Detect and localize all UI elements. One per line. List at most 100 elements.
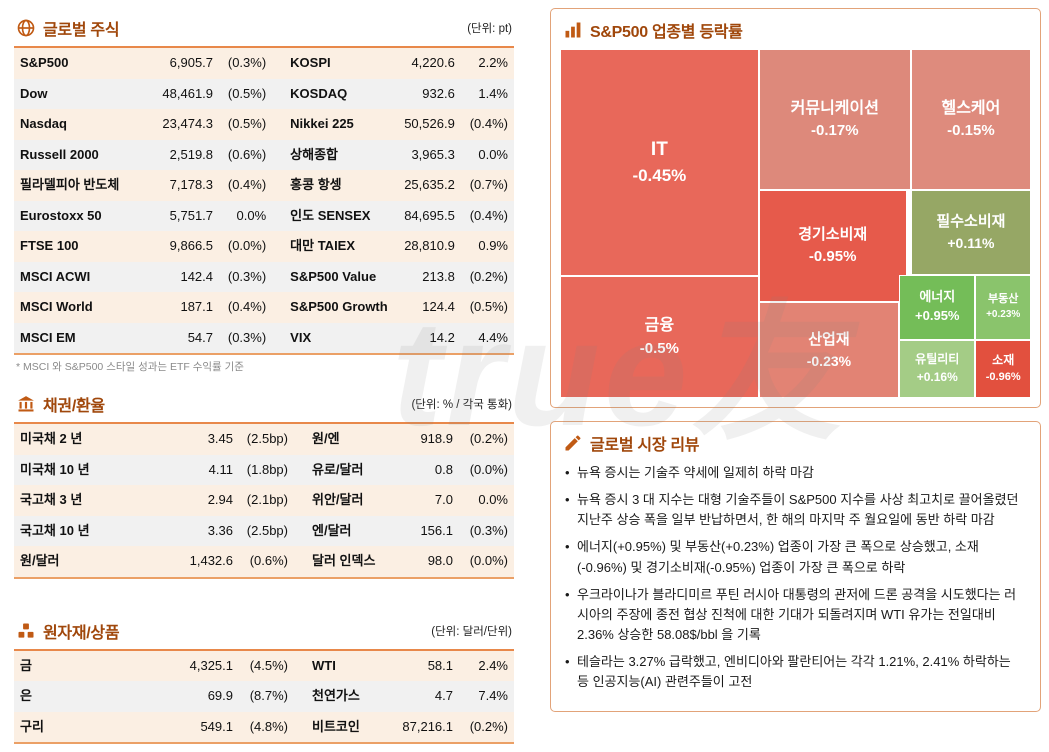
table-row: Dow 48,461.9 (0.5%) KOSDAQ 932.6 1.4%: [14, 78, 514, 109]
instrument-value: 3,965.3: [411, 146, 455, 162]
instrument-change: (0.5%): [227, 85, 267, 101]
instrument-name: S&P500: [20, 55, 69, 70]
table-row: FTSE 100 9,866.5 (0.0%) 대만 TAIEX 28,810.9 0.9…: [14, 231, 514, 262]
instrument-value: 156.1: [420, 522, 453, 538]
sector-change: -0.15%: [947, 122, 995, 140]
sector-treemap: IT -0.45% 금융 -0.5% 커뮤니케이션 -0.17% 헬스케어 -0.15% 경기소…: [560, 49, 1031, 398]
goods-boxes-icon: [16, 621, 36, 641]
table-row: 원/달러 1,432.6 (0.6%) 달러 인덱스 98.0 (0.0%): [14, 546, 514, 578]
instrument-name: MSCI World: [20, 299, 93, 314]
instrument-change: (0.4%): [469, 207, 508, 223]
table-row: MSCI World 187.1 (0.4%) S&P500 Growth 124.4 (…: [14, 292, 514, 323]
sector-tile: 헬스케어 -0.15%: [910, 49, 1031, 190]
sector-change: -0.45%: [632, 165, 687, 185]
instrument-change: (0.4%): [227, 299, 267, 314]
instrument-name: 유로/달러: [312, 461, 364, 477]
instrument-value: 4.11: [208, 461, 233, 477]
sector-change: +0.95%: [915, 308, 960, 324]
instrument-change: (0.3%): [227, 329, 267, 345]
instrument-change: (2.5bp): [246, 431, 288, 446]
table-row: MSCI ACWI 142.4 (0.3%) S&P500 Value 213.8 (0.…: [14, 261, 514, 292]
sector-name: 부동산: [988, 293, 1019, 306]
instrument-value: 25,635.2: [404, 177, 455, 192]
sector-change: +0.11%: [947, 234, 995, 251]
unit-label: (단위: % / 각국 통화): [411, 399, 512, 411]
instrument-value: 7.0: [434, 492, 453, 507]
pencil-icon: [563, 433, 583, 453]
instrument-change: (4.8%): [249, 718, 288, 734]
table-row: 미국채 2 년 3.45 (2.5bp) 원/엔 918.9 (0.2%): [14, 424, 514, 455]
instrument-change: (0.2%): [469, 718, 508, 734]
instrument-value: 87,216.1: [402, 718, 453, 734]
table-row: 미국채 10 년 4.11 (1.8bp) 유로/달러 0.8 (0.0%): [14, 454, 514, 485]
instrument-change: 0.0%: [478, 146, 508, 162]
sector-tile: IT -0.45%: [560, 49, 759, 276]
globe-icon: [16, 18, 36, 38]
instrument-name: 천연가스: [312, 688, 360, 703]
unit-label: (단위: 달러/단위): [431, 625, 512, 638]
instrument-name: WTI: [312, 657, 336, 673]
instrument-value: 50,526.9: [404, 116, 455, 131]
instrument-change: 0.0%: [478, 492, 508, 507]
instrument-change: 2.2%: [478, 55, 508, 70]
instrument-value: 1,432.6: [189, 553, 233, 568]
instrument-value: 48,461.9: [162, 85, 214, 101]
instrument-change: (0.3%): [227, 268, 267, 284]
instrument-change: 1.4%: [478, 85, 508, 101]
instrument-change: 0.9%: [478, 238, 508, 253]
instrument-name: 엔/달러: [312, 522, 352, 538]
sector-tile: 경기소비재 -0.95%: [758, 189, 907, 303]
instrument-change: (0.3%): [227, 55, 267, 70]
instrument-name: MSCI ACWI: [20, 268, 91, 284]
panel-title: 원자재/상품: [43, 624, 120, 642]
table-row: MSCI EM 54.7 (0.3%) VIX 14.2 4.4%: [14, 322, 514, 354]
instrument-name: 국고채 3 년: [20, 492, 83, 507]
instrument-value: 142.4: [180, 268, 214, 284]
instrument-change: (0.0%): [469, 461, 508, 477]
bank-icon: [16, 394, 36, 414]
instrument-change: (0.6%): [249, 553, 288, 568]
sector-name: IT: [650, 139, 668, 161]
instrument-change: (0.0%): [469, 553, 508, 568]
instrument-name: 비트코인: [312, 718, 360, 734]
instrument-value: 3.36: [207, 522, 233, 538]
instrument-change: (0.4%): [227, 177, 267, 192]
bonds-fx-rows: 미국채 2 년 3.45 (2.5bp) 원/엔 918.9 (0.2%) 미국채 10 년…: [14, 424, 514, 578]
instrument-change: (4.5%): [249, 657, 288, 673]
sector-name: 경기소비재: [798, 226, 868, 244]
instrument-name: Russell 2000: [20, 146, 99, 162]
instrument-value: 14.2: [429, 329, 455, 345]
market-review-panel: 글로벌 시장 리뷰 뉴욕 증시는 기술주 약세에 일제히 하락 마감뉴욕 증시 …: [550, 421, 1041, 713]
sector-tile: 금융 -0.5%: [560, 275, 759, 398]
instrument-change: 4.4%: [478, 329, 508, 345]
review-bullet: 뉴욕 증시는 기술주 약세에 일제히 하락 마감: [565, 463, 1024, 483]
instrument-name: 은: [20, 688, 32, 703]
instrument-value: 2.94: [207, 492, 233, 507]
table-row: 구리 549.1 (4.8%) 비트코인 87,216.1 (0.2%): [14, 711, 514, 743]
table-row: 은 69.9 (8.7%) 천연가스 4.7 7.4%: [14, 681, 514, 712]
commodities-header: 원자재/상품 (단위: 달러/단위): [14, 615, 514, 651]
instrument-value: 2,519.8: [169, 146, 214, 162]
instrument-change: (1.8bp): [246, 461, 288, 477]
review-bullet: 에너지(+0.95%) 및 부동산(+0.23%) 업종이 가장 큰 폭으로 상…: [565, 537, 1024, 577]
sector-tile: 커뮤니케이션 -0.17%: [758, 49, 911, 190]
instrument-name: Nikkei 225: [290, 116, 354, 131]
sector-tile: 부동산 +0.23%: [975, 274, 1031, 340]
instrument-change: (0.5%): [227, 116, 267, 131]
instrument-value: 58.1: [427, 657, 453, 673]
sector-name: 헬스케어: [941, 99, 1001, 117]
instrument-value: 84,695.5: [404, 207, 455, 223]
instrument-change: (2.5bp): [246, 522, 288, 538]
instrument-change: (0.5%): [469, 299, 508, 314]
commodities-table: 금 4,325.1 (4.5%) WTI 58.1 2.4% 은 69.9 (8.7%) 천연가스…: [14, 650, 514, 744]
instrument-change: (0.7%): [469, 177, 508, 192]
right-column: S&P500 업종별 등락률 IT -0.45% 금융 -0.5% 커뮤니케이션 -0.1…: [550, 8, 1041, 744]
instrument-name: 인도 SENSEX: [290, 207, 371, 223]
instrument-name: 홍콩 항셍: [290, 177, 342, 192]
sector-name: 금융: [644, 317, 675, 335]
review-bullet: 뉴욕 증시 3 대 지수는 대형 기술주들이 S&P500 지수를 사상 최고치…: [565, 490, 1024, 530]
sector-change: -0.23%: [806, 352, 852, 369]
sector-name: 에너지: [919, 289, 956, 305]
table-row: 금 4,325.1 (4.5%) WTI 58.1 2.4%: [14, 650, 514, 681]
review-bullet: 테슬라는 3.27% 급락했고, 엔비디아와 팔란티어는 각각 1.21%, 2…: [565, 652, 1024, 692]
